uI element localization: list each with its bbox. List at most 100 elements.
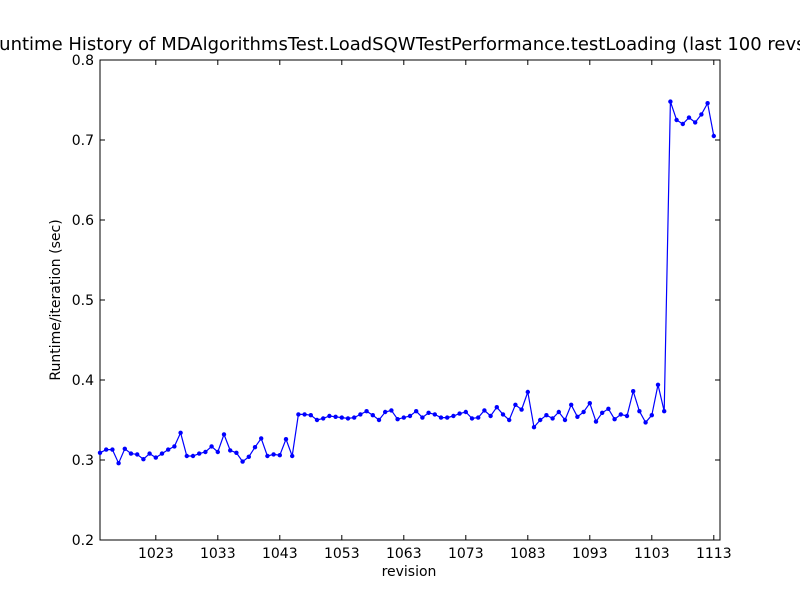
- data-point: [643, 420, 647, 424]
- data-point: [234, 451, 238, 455]
- data-point: [104, 447, 108, 451]
- data-point: [259, 436, 263, 440]
- data-point: [619, 412, 623, 416]
- data-point: [594, 419, 598, 423]
- data-point: [364, 409, 368, 413]
- data-point: [315, 418, 319, 422]
- data-point: [501, 412, 505, 416]
- data-point: [408, 414, 412, 418]
- data-point: [253, 445, 257, 449]
- data-point: [116, 461, 120, 465]
- data-point: [160, 451, 164, 455]
- data-point: [457, 411, 461, 415]
- y-tick-label: 0.7: [72, 133, 94, 149]
- data-point: [507, 418, 511, 422]
- data-point: [302, 412, 306, 416]
- data-point: [346, 416, 350, 420]
- data-point: [668, 99, 672, 103]
- data-point: [271, 452, 275, 456]
- data-point: [699, 112, 703, 116]
- data-point: [445, 415, 449, 419]
- data-point: [147, 451, 151, 455]
- data-point: [377, 418, 381, 422]
- data-point: [656, 383, 660, 387]
- data-point: [482, 408, 486, 412]
- data-point: [662, 409, 666, 413]
- data-point: [606, 407, 610, 411]
- data-point: [687, 115, 691, 119]
- data-point: [222, 432, 226, 436]
- data-point: [129, 451, 133, 455]
- data-point: [203, 450, 207, 454]
- y-tick-label: 0.6: [72, 213, 94, 229]
- data-point: [612, 417, 616, 421]
- data-point: [600, 411, 604, 415]
- data-point: [296, 412, 300, 416]
- data-point: [569, 403, 573, 407]
- data-point: [588, 401, 592, 405]
- x-axis-label: revision: [382, 564, 437, 580]
- data-point: [519, 407, 523, 411]
- y-tick-label: 0.2: [72, 533, 94, 549]
- data-point: [154, 455, 158, 459]
- data-point: [358, 412, 362, 416]
- data-point: [650, 413, 654, 417]
- data-point: [135, 452, 139, 456]
- x-tick-label: 1033: [200, 546, 236, 562]
- data-point: [532, 425, 536, 429]
- data-point: [216, 450, 220, 454]
- data-point: [476, 415, 480, 419]
- data-point: [637, 409, 641, 413]
- plot-frame: [100, 60, 720, 540]
- data-point: [681, 122, 685, 126]
- data-point: [631, 389, 635, 393]
- x-tick-label: 1103: [634, 546, 670, 562]
- data-point: [464, 410, 468, 414]
- data-point: [327, 414, 331, 418]
- x-tick-label: 1043: [262, 546, 298, 562]
- data-point: [197, 451, 201, 455]
- data-point: [705, 101, 709, 105]
- plot-area: [98, 60, 720, 540]
- data-point: [550, 416, 554, 420]
- data-point: [228, 448, 232, 452]
- data-point: [544, 413, 548, 417]
- data-point: [420, 415, 424, 419]
- y-tick-label: 0.3: [72, 453, 94, 469]
- data-point: [290, 454, 294, 458]
- data-point: [98, 451, 102, 455]
- data-point: [321, 416, 325, 420]
- data-point: [513, 403, 517, 407]
- y-tick-label: 0.5: [72, 293, 94, 309]
- data-point: [333, 415, 337, 419]
- data-point: [383, 410, 387, 414]
- x-tick-label: 1073: [448, 546, 484, 562]
- y-tick-label: 0.4: [72, 373, 94, 389]
- data-point: [178, 431, 182, 435]
- x-tick-label: 1023: [138, 546, 174, 562]
- data-point: [488, 414, 492, 418]
- y-tick-label: 0.8: [72, 53, 94, 69]
- data-point: [352, 415, 356, 419]
- x-tick-label: 1083: [510, 546, 546, 562]
- data-point: [395, 417, 399, 421]
- data-point: [340, 415, 344, 419]
- data-point: [110, 447, 114, 451]
- data-point: [402, 415, 406, 419]
- data-point: [172, 444, 176, 448]
- data-point: [371, 413, 375, 417]
- data-point: [414, 409, 418, 413]
- x-tick-label: 1063: [386, 546, 422, 562]
- data-point: [495, 405, 499, 409]
- data-point: [433, 412, 437, 416]
- x-tick-label: 1053: [324, 546, 360, 562]
- x-tick-label: 1113: [696, 546, 732, 562]
- data-point: [526, 390, 530, 394]
- data-point: [240, 459, 244, 463]
- data-point: [191, 454, 195, 458]
- x-tick-label: 1093: [572, 546, 608, 562]
- data-point: [575, 415, 579, 419]
- data-point: [712, 134, 716, 138]
- data-point: [209, 444, 213, 448]
